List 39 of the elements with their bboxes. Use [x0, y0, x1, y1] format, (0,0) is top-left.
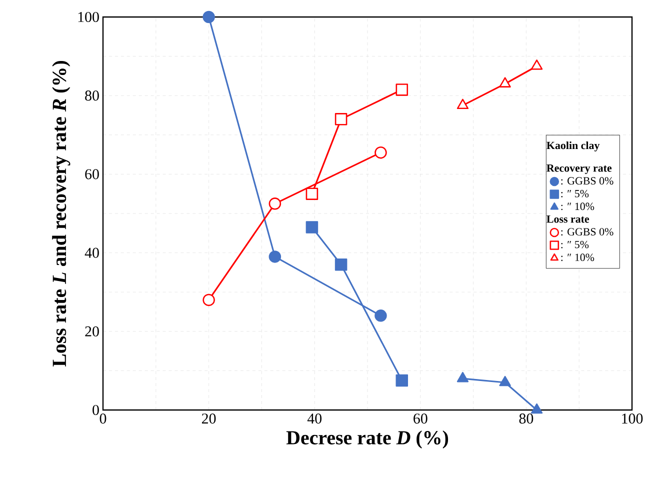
point [530, 403, 543, 414]
point [306, 221, 318, 234]
point [396, 84, 408, 96]
x-tick-label: 100 [622, 414, 643, 424]
point [334, 113, 348, 126]
point [268, 250, 282, 263]
x-tick-label: 40 [307, 414, 322, 424]
legend-label: : ″ 10% [561, 254, 594, 262]
point [202, 294, 215, 306]
x-tick-label: 20 [202, 414, 216, 424]
legend-label: : ″ 5% [561, 190, 589, 198]
legend-label: : ″ 10% [561, 202, 594, 210]
legend-label: : GGBS 0% [561, 228, 614, 236]
y-tick-label: 100 [78, 12, 99, 22]
y-tick-label: 60 [85, 169, 99, 180]
point [374, 310, 387, 322]
point [456, 98, 469, 110]
point [334, 258, 348, 271]
annotation: Loss rate [546, 215, 590, 223]
point [374, 146, 387, 159]
point [268, 198, 282, 210]
annotation: Recovery rate [546, 164, 612, 174]
legend-label: : ″ 5% [561, 240, 589, 248]
point [202, 10, 215, 24]
y-tick-label: 0 [92, 404, 99, 416]
point [306, 188, 318, 200]
y-tick-label: 80 [85, 90, 99, 101]
point [456, 372, 469, 382]
point [499, 376, 511, 386]
x-tick-label: 80 [519, 414, 534, 424]
y-axis-title: Loss rate L and recovery rate R (%) [52, 61, 70, 367]
y-tick-label: 40 [84, 248, 99, 258]
point [396, 374, 408, 387]
x-axis-title: Decrese rate D (%) [286, 430, 448, 449]
legend-label: : GGBS 0% [561, 177, 614, 185]
legend-title: Kaolin clay [546, 141, 600, 152]
y-tick-label: 20 [85, 326, 99, 336]
x-tick-label: 0 [100, 414, 106, 424]
x-tick-label: 60 [414, 414, 428, 424]
